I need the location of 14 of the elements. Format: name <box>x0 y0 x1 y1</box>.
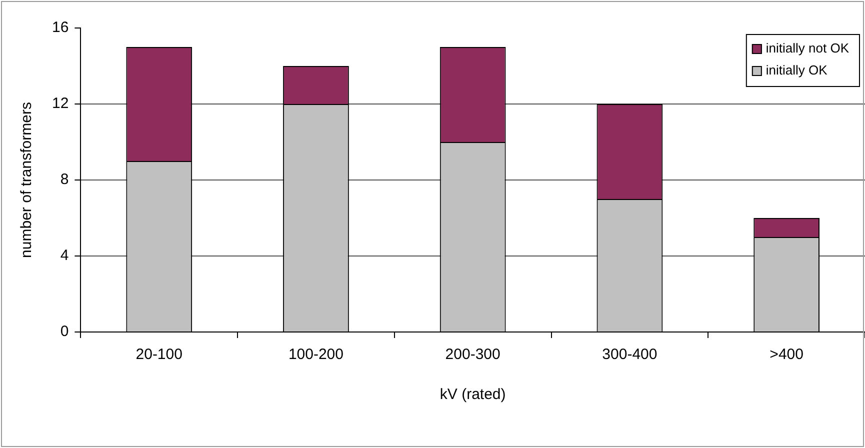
y-tick-label: 4 <box>60 247 69 264</box>
y-tick-label: 8 <box>60 171 69 188</box>
legend-label: initially OK <box>766 62 828 78</box>
y-axis-title: number of transformers <box>18 102 36 258</box>
legend-label: initially not OK <box>766 40 850 56</box>
y-tick-label: 16 <box>52 19 69 36</box>
x-tick-label: 20-100 <box>136 346 182 364</box>
x-tick-label: 300-400 <box>602 346 658 364</box>
x-tick-label: 200-300 <box>445 346 500 364</box>
y-tick-label: 12 <box>52 95 69 112</box>
x-tick-label: 100-200 <box>288 346 344 364</box>
y-tick-label: 0 <box>60 323 69 340</box>
x-tick-label: >400 <box>770 346 804 364</box>
x-axis-title: kV (rated) <box>440 386 506 404</box>
